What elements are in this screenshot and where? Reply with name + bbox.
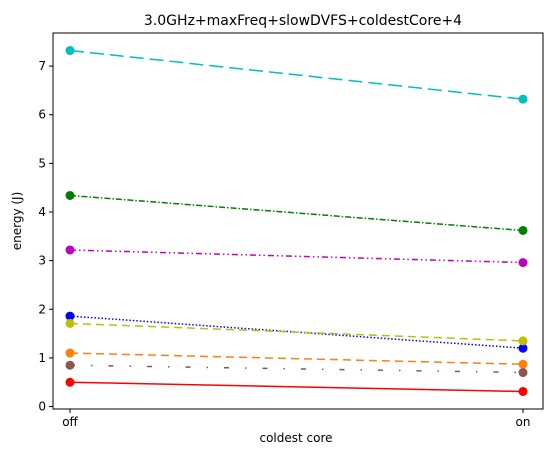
- data-point: [65, 46, 75, 56]
- series-line: [69, 315, 524, 349]
- data-point: [518, 386, 528, 396]
- series-4: [65, 318, 528, 346]
- data-point: [65, 245, 75, 255]
- series-3: [65, 311, 528, 353]
- data-point: [518, 368, 528, 378]
- series-line: [69, 322, 524, 342]
- series-6: [65, 360, 528, 378]
- data-point: [518, 343, 528, 353]
- series-1: [65, 190, 528, 235]
- data-point: [65, 190, 75, 200]
- data-point: [65, 348, 75, 358]
- data-point: [65, 318, 75, 328]
- series-7: [65, 377, 528, 396]
- plot-area: [65, 46, 528, 396]
- data-point: [65, 311, 75, 321]
- series-line: [69, 352, 524, 365]
- series-0: [65, 46, 528, 104]
- x-axis: off on: [62, 409, 530, 429]
- data-point: [518, 225, 528, 235]
- data-point: [518, 359, 528, 369]
- x-axis-label: coldest core: [259, 431, 332, 445]
- y-tick-label: 0: [38, 400, 46, 414]
- y-tick-label: 4: [38, 205, 46, 219]
- series-2: [65, 245, 528, 268]
- chart-title: 3.0GHz+maxFreq+slowDVFS+coldestCore+4: [144, 13, 462, 29]
- x-tick-label: off: [62, 415, 78, 429]
- y-axis: 0 1 2 3 4 5 6 7: [38, 59, 53, 414]
- y-tick-label: 2: [38, 302, 46, 316]
- data-point: [518, 336, 528, 346]
- data-point: [518, 258, 528, 268]
- axes-frame: [52, 32, 544, 410]
- y-tick-label: 5: [38, 156, 46, 170]
- series-line: [69, 364, 524, 374]
- series-line: [69, 249, 524, 264]
- series-line: [69, 381, 524, 393]
- series-5: [65, 348, 528, 369]
- y-tick-label: 1: [38, 351, 46, 365]
- data-point: [518, 94, 528, 104]
- data-point: [65, 360, 75, 370]
- y-tick-label: 3: [38, 254, 46, 268]
- y-tick-label: 6: [38, 108, 46, 122]
- series-line: [69, 49, 524, 100]
- y-axis-label: energy (J): [10, 192, 24, 251]
- data-point: [65, 377, 75, 387]
- y-tick-label: 7: [38, 59, 46, 73]
- x-tick-label: on: [516, 415, 531, 429]
- series-line: [69, 194, 524, 232]
